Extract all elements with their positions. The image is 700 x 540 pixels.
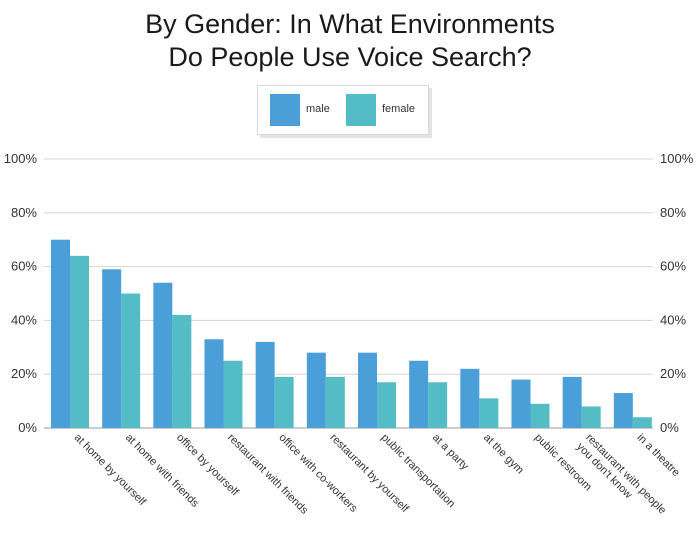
legend-label-male: male bbox=[306, 103, 330, 115]
y-tick-right-1: 20% bbox=[660, 366, 686, 381]
bar-female-6 bbox=[377, 382, 396, 428]
bar-female-2 bbox=[172, 315, 192, 428]
bar-female-4 bbox=[274, 376, 294, 428]
bar-female-9 bbox=[530, 403, 550, 428]
bar-female-7 bbox=[428, 382, 448, 428]
y-tick-right-4: 80% bbox=[660, 205, 686, 220]
bar-male-11 bbox=[613, 393, 633, 428]
y-tick-right-2: 40% bbox=[660, 312, 686, 327]
y-tick-left-1: 20% bbox=[11, 366, 37, 381]
y-tick-right-3: 60% bbox=[660, 259, 686, 274]
bar-male-9 bbox=[511, 379, 531, 428]
bar-male-4 bbox=[255, 341, 275, 428]
bar-female-0 bbox=[70, 255, 89, 428]
bar-male-1 bbox=[102, 269, 122, 428]
category-label-line: at a party bbox=[430, 432, 471, 473]
bar-male-2 bbox=[153, 282, 173, 428]
y-tick-left-4: 80% bbox=[11, 205, 37, 220]
y-tick-right-0: 0% bbox=[660, 420, 679, 435]
category-label-11: in a theatre bbox=[635, 432, 682, 479]
bar-male-7 bbox=[409, 360, 429, 428]
bar-female-11 bbox=[632, 417, 652, 428]
bar-female-5 bbox=[325, 376, 345, 428]
chart-title-line-1: By Gender: In What Environments bbox=[145, 9, 555, 39]
category-label-line: at the gym bbox=[481, 432, 526, 477]
legend-swatch-female bbox=[346, 94, 376, 126]
y-tick-left-5: 100% bbox=[4, 151, 38, 166]
bar-male-5 bbox=[306, 352, 326, 428]
bar-female-3 bbox=[223, 360, 243, 428]
bar-male-0 bbox=[51, 239, 70, 428]
bar-male-3 bbox=[204, 339, 224, 428]
category-label-7: at a party bbox=[430, 432, 471, 473]
y-tick-left-3: 60% bbox=[11, 259, 37, 274]
legend-label-female: female bbox=[382, 103, 416, 115]
chart-title: By Gender: In What Environments Do Peopl… bbox=[0, 8, 700, 74]
bar-female-8 bbox=[479, 398, 499, 428]
y-tick-left-2: 40% bbox=[11, 312, 37, 327]
chart-title-line-2: Do People Use Voice Search? bbox=[168, 42, 532, 72]
bar-male-6 bbox=[358, 352, 377, 428]
legend-swatch-male bbox=[270, 94, 300, 126]
category-label-8: at the gym bbox=[481, 432, 526, 477]
bar-female-10 bbox=[581, 406, 601, 428]
bar-female-1 bbox=[121, 293, 141, 428]
bar-male-8 bbox=[460, 368, 480, 428]
chart-legend: male female bbox=[257, 85, 429, 135]
bar-male-10 bbox=[562, 376, 582, 428]
y-tick-right-5: 100% bbox=[660, 151, 694, 166]
y-tick-left-0: 0% bbox=[18, 420, 37, 435]
category-label-line: in a theatre bbox=[635, 432, 682, 479]
